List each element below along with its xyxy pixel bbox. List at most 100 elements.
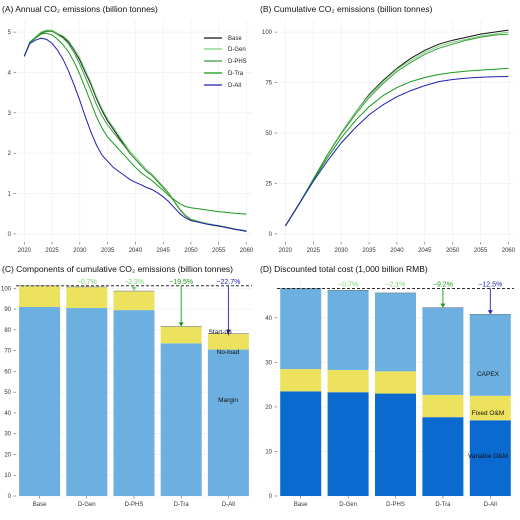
- panel-c-ytick-8: 80: [4, 328, 11, 334]
- segment-label-capex: CAPEX: [477, 371, 500, 378]
- panel-c-annotation-1: −2.3%: [124, 279, 144, 286]
- panel-a-xtick-7: 2055: [212, 248, 226, 254]
- panel-c-bar-d-gen-margin: [66, 308, 108, 496]
- panel-b-xtick-4: 2040: [390, 248, 404, 254]
- panel-c-annotation-3: −22.7%: [216, 279, 240, 286]
- panel-c-ytick-6: 60: [4, 369, 11, 375]
- panel-c-xtick-0: Base: [33, 502, 47, 508]
- panel-d-ytick-2: 20: [265, 405, 272, 411]
- segment-label-noload: No-load: [217, 349, 240, 356]
- panel-b-xtick-5: 2045: [418, 248, 432, 254]
- panel-c-xtick-4: D-All: [222, 502, 235, 508]
- segment-label-variable-om: Variable O&M: [468, 453, 508, 460]
- panel-b-ytick-1: 25: [265, 181, 272, 187]
- legend-label-dgen: D-Gen: [228, 47, 246, 53]
- panel-d-ytick-3: 30: [265, 360, 272, 366]
- panel-a-xtick-1: 2025: [45, 248, 59, 254]
- panel-b-title: (B) Cumulative CO₂ emissions (billion to…: [260, 4, 433, 14]
- panel-a-series-d-gen: [23, 29, 247, 232]
- panel-b-ytick-4: 100: [262, 30, 273, 36]
- panel-a-ytick-0: 0: [8, 232, 12, 238]
- panel-a-ytick-3: 3: [8, 111, 12, 117]
- panel-a-xtick-0: 2020: [18, 248, 32, 254]
- panel-b-plot-area: [277, 20, 514, 242]
- panel-b-ytick-0: 0: [269, 232, 273, 238]
- panel-b-series-d-tra: [284, 67, 509, 227]
- panel-b-series-d-all: [284, 76, 509, 227]
- panel-a-series-d-all: [23, 37, 247, 232]
- panel-b-xtick-7: 2055: [474, 248, 488, 254]
- panel-d-arrow-head-3: [487, 310, 493, 315]
- panel-d-ytick-1: 10: [265, 449, 272, 455]
- panel-c-arrow-head-2: [178, 322, 184, 327]
- panel-a: (A) Annual CO₂ emissions (billion tonnes…: [2, 4, 254, 254]
- panel-a-xtick-5: 2045: [156, 248, 170, 254]
- panel-d-bar-d-phs-variable-o-m: [375, 393, 416, 496]
- panel-d-ytick-0: 0: [269, 494, 273, 500]
- panel-d-bar-d-gen-capex: [327, 290, 369, 370]
- panel-d-bar-d-all-capex: [469, 314, 511, 396]
- panel-b-xtick-1: 2025: [307, 248, 321, 254]
- panel-b-xtick-3: 2035: [362, 248, 376, 254]
- panel-c-ytick-4: 40: [4, 411, 11, 417]
- panel-c-bar-d-phs-margin: [113, 310, 155, 496]
- panel-b-ytick-3: 75: [265, 81, 272, 87]
- panel-c-ytick-2: 20: [4, 452, 11, 458]
- panel-d: (D) Discounted total cost (1,000 billion…: [260, 264, 514, 508]
- panel-a-series-d-tra: [23, 32, 247, 215]
- panel-a-plot-area: [16, 20, 252, 242]
- panel-d-arrow-head-2: [440, 303, 446, 308]
- panel-a-xtick-3: 2035: [101, 248, 115, 254]
- panel-a-title: (A) Annual CO₂ emissions (billion tonnes…: [2, 4, 158, 14]
- panel-c-bar-d-tra-no-load: [160, 326, 202, 344]
- panel-c-ytick-5: 50: [4, 390, 11, 396]
- panel-a-xtick-4: 2040: [129, 248, 143, 254]
- segment-label-startup: Start-up: [208, 329, 232, 336]
- panel-b-xtick-0: 2020: [279, 248, 293, 254]
- panel-c: (C) Components of cumulative CO₂ emissio…: [1, 264, 252, 508]
- panel-c-annotation-2: −19.5%: [169, 279, 193, 286]
- panel-d-bar-d-tra-variable-o-m: [422, 417, 464, 496]
- panel-d-bar-d-all-variable-o-m: [469, 420, 511, 496]
- panel-a-ytick-4: 4: [8, 70, 12, 76]
- panel-c-bar-d-all-margin: [207, 349, 249, 496]
- legend-label-dtra: D-Tra: [228, 71, 244, 77]
- panel-d-bar-d-tra-capex: [422, 307, 464, 395]
- panel-c-ytick-0: 0: [8, 494, 12, 500]
- segment-label-fixed-om: Fixed O&M: [472, 410, 505, 417]
- panel-c-xtick-2: D-PHS: [125, 502, 144, 508]
- panel-c-bar-d-gen-no-load: [66, 287, 108, 309]
- panel-d-bar-d-gen-fixed-o-m: [327, 369, 369, 393]
- panel-a-ytick-5: 5: [8, 30, 12, 36]
- panel-d-bar-base-variable-o-m: [280, 391, 322, 496]
- panel-a-xtick-8: 2060: [240, 248, 254, 254]
- panel-c-xtick-3: D-Tra: [174, 502, 190, 508]
- panel-d-title: (D) Discounted total cost (1,000 billion…: [260, 264, 428, 274]
- panel-c-ytick-3: 30: [4, 432, 11, 438]
- panel-b-xtick-2: 2030: [334, 248, 348, 254]
- panel-d-bar-base-fixed-o-m: [280, 369, 322, 392]
- legend-label-dall: D-All: [228, 83, 241, 89]
- panel-b-ytick-2: 50: [265, 131, 272, 137]
- panel-a-ytick-2: 2: [8, 151, 12, 157]
- panel-d-xtick-3: D-Tra: [435, 502, 451, 508]
- segment-label-margin: Margin: [218, 397, 238, 404]
- panel-c-annotation-0: −0.7%: [77, 279, 97, 286]
- panel-d-bar-d-phs-fixed-o-m: [375, 371, 416, 394]
- panel-c-bar-d-all-no-load: [207, 334, 249, 350]
- panel-d-annotation-3: −12.5%: [478, 281, 502, 288]
- panel-c-arrow-head-1: [131, 287, 137, 292]
- panel-d-xtick-1: D-Gen: [339, 502, 357, 508]
- panel-d-bar-d-all-fixed-o-m: [469, 395, 511, 421]
- panel-d-ytick-4: 40: [265, 316, 272, 322]
- panel-d-xtick-0: Base: [294, 502, 308, 508]
- legend-label-dphs: D-PHS: [228, 59, 247, 65]
- panel-d-xtick-4: D-All: [484, 502, 497, 508]
- panel-c-ytick-7: 70: [4, 349, 11, 355]
- panel-c-bar-d-tra-margin: [160, 343, 202, 496]
- panel-d-xtick-2: D-PHS: [386, 502, 405, 508]
- panel-c-ytick-9: 90: [4, 307, 11, 313]
- panel-a-legend: Base D-Gen D-PHS D-Tra D-All: [204, 36, 247, 89]
- panel-d-annotation-1: −2.1%: [385, 281, 405, 288]
